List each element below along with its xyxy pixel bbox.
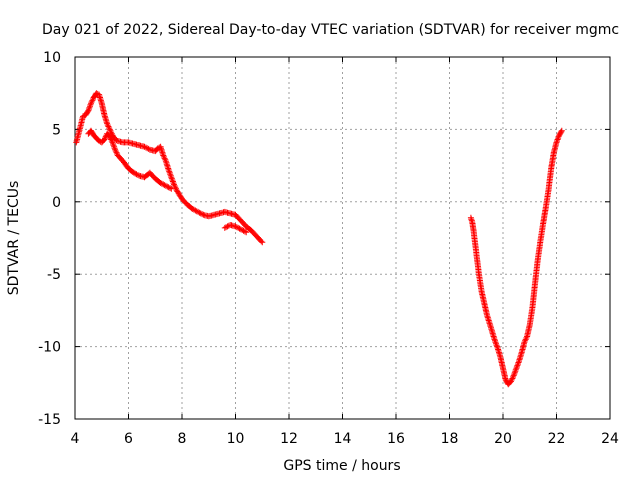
data-point (161, 155, 168, 162)
data-point (197, 210, 204, 217)
data-point (108, 138, 115, 144)
data-point (106, 125, 113, 131)
data-point (89, 97, 96, 104)
data-point (113, 137, 120, 144)
x-tick-label: 24 (601, 431, 619, 447)
x-tick-label: 14 (334, 431, 352, 447)
data-point (134, 172, 141, 178)
data-point (558, 127, 565, 134)
data-point (167, 185, 173, 191)
data-point (112, 146, 119, 153)
data-point (236, 225, 243, 232)
data-point (104, 122, 111, 129)
data-point (259, 239, 266, 246)
data-point (514, 362, 521, 369)
x-tick-label: 4 (71, 431, 80, 447)
series-upper-arc (73, 90, 266, 246)
data-point (84, 108, 91, 115)
x-tick-label: 10 (227, 431, 245, 447)
data-point (168, 185, 175, 192)
x-tick-label: 8 (178, 431, 187, 447)
y-tick-label: 10 (43, 50, 61, 66)
data-point (142, 144, 149, 151)
data-point (167, 171, 174, 178)
data-point (243, 229, 250, 236)
points-layer (73, 90, 565, 388)
data-point (108, 129, 115, 136)
y-tick-label: 5 (52, 122, 61, 138)
x-tick-label: 6 (124, 431, 133, 447)
data-point (132, 170, 139, 177)
data-point (107, 135, 114, 142)
data-point (93, 90, 100, 97)
series-evening-arc (467, 127, 565, 388)
data-point (224, 223, 231, 230)
data-point (160, 152, 167, 159)
data-point (558, 128, 565, 135)
data-point (511, 371, 518, 378)
data-point (508, 376, 515, 383)
data-point (88, 100, 94, 107)
data-point (191, 206, 197, 213)
y-tick-label: -5 (47, 267, 61, 283)
data-point (235, 224, 242, 231)
data-point (258, 238, 265, 245)
data-point (171, 182, 178, 189)
data-point (510, 374, 516, 380)
data-point (199, 211, 206, 218)
data-point (196, 209, 203, 216)
data-point (157, 180, 164, 186)
y-axis-label: SDTVAR / TECUs (6, 181, 22, 296)
data-point (133, 171, 140, 178)
x-tick-label: 12 (280, 431, 298, 447)
data-point (145, 145, 152, 152)
data-point (223, 224, 230, 231)
data-point (113, 149, 120, 156)
x-tick-label: 18 (441, 431, 459, 447)
y-tick-label: -15 (38, 412, 61, 428)
data-point (101, 136, 108, 143)
data-point (522, 337, 529, 344)
x-tick-label: 22 (548, 431, 566, 447)
data-point (240, 227, 247, 234)
data-point (141, 143, 148, 150)
data-point (162, 182, 169, 189)
y-tick-label: 0 (52, 195, 61, 211)
y-tick-label: -10 (38, 340, 61, 356)
data-point (241, 228, 248, 235)
tick-layer: 4 6 8 10 12 14 16 18 20 22 24 -15 -10 -5 0 5 10 (38, 50, 619, 447)
x-axis-label: GPS time / hours (283, 458, 400, 474)
data-point (158, 180, 165, 187)
x-tick-label: 16 (387, 431, 405, 447)
chart-title: Day 021 of 2022, Sidereal Day-to-day VTE… (42, 22, 619, 38)
data-point (170, 180, 177, 186)
data-point (106, 126, 113, 133)
series-lower-arc (85, 127, 250, 236)
data-point (192, 207, 199, 214)
data-point (523, 334, 530, 341)
data-point (164, 183, 171, 190)
data-point (494, 343, 501, 350)
x-tick-label: 20 (494, 431, 512, 447)
